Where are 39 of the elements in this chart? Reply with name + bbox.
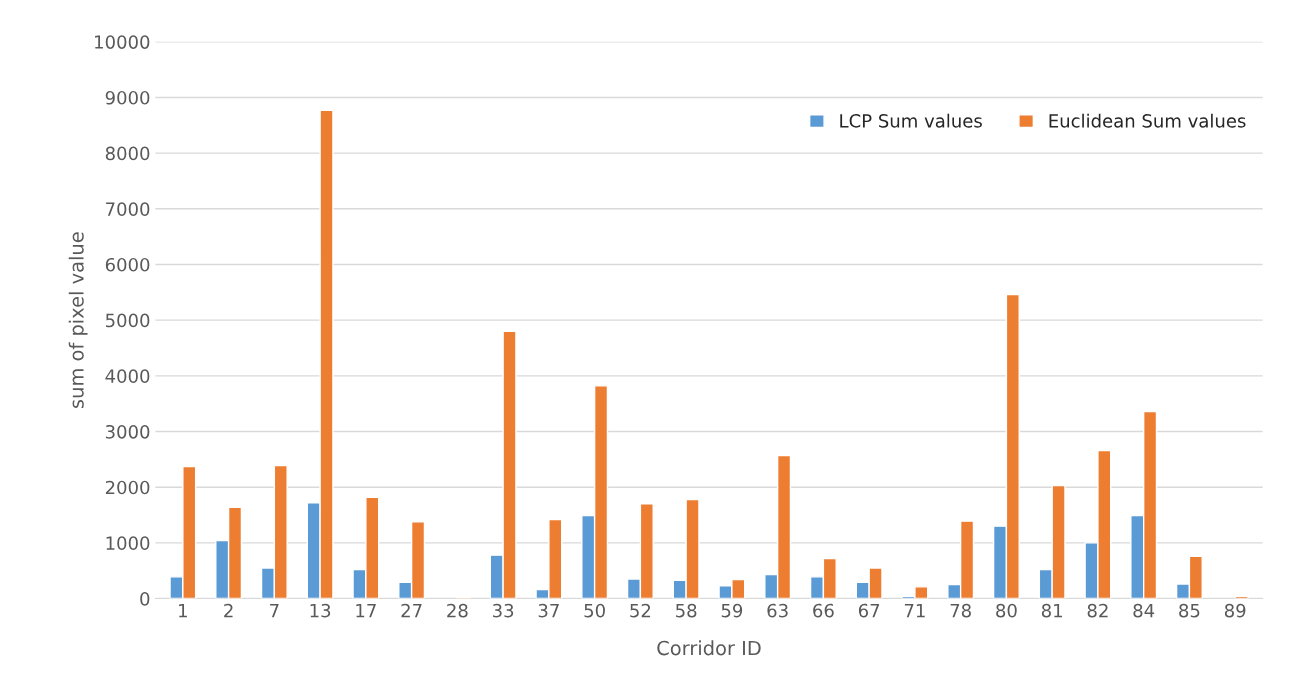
y-tick-label: 6000 [105,257,150,272]
y-tick-label: 7000 [106,202,150,216]
y-tick-label: 1000 [106,536,150,550]
x-tick-label: 1 [179,603,187,618]
x-tick-label: 66 [813,603,834,618]
y-axis-title: sum of pixel value [68,232,88,409]
x-tick-label: 85 [1179,603,1200,618]
x-tick-label: 89 [1224,603,1246,618]
legend-label: LCP Sum values [840,113,982,128]
x-tick-label: 37 [538,603,559,618]
x-axis-title: Corridor ID [657,640,761,656]
x-tick-label: 59 [721,603,743,618]
y-tick-label: 0 [140,592,150,606]
y-tick-label: 8000 [105,146,150,161]
x-tick-label: 52 [630,603,651,618]
x-tick-label: 2 [224,603,233,618]
x-tick-label: 27 [401,603,422,618]
x-tick-label: 81 [1041,603,1062,618]
y-tick-label: 9000 [105,90,150,105]
y-tick-label: 5000 [105,313,150,328]
legend-label: Euclidean Sum values [1049,113,1246,128]
y-tick-label: 2000 [105,480,150,495]
y-tick-label: 3000 [105,424,150,439]
x-tick-label: 58 [676,603,697,618]
x-tick-label: 78 [950,603,971,618]
x-tick-label: 71 [904,603,925,618]
x-tick-label: 63 [767,603,788,618]
x-tick-label: 13 [310,603,331,618]
x-tick-label: 50 [584,603,605,618]
y-tick-label: 4000 [105,369,150,383]
x-tick-label: 28 [447,603,468,618]
x-tick-label: 84 [1133,603,1155,618]
x-tick-label: 33 [493,603,514,618]
y-tick-label: 10000 [95,35,150,49]
x-tick-label: 67 [858,603,880,618]
x-tick-label: 7 [270,603,279,618]
x-tick-label: 82 [1087,603,1108,618]
x-tick-label: 80 [996,603,1017,618]
x-tick-label: 17 [356,603,376,618]
